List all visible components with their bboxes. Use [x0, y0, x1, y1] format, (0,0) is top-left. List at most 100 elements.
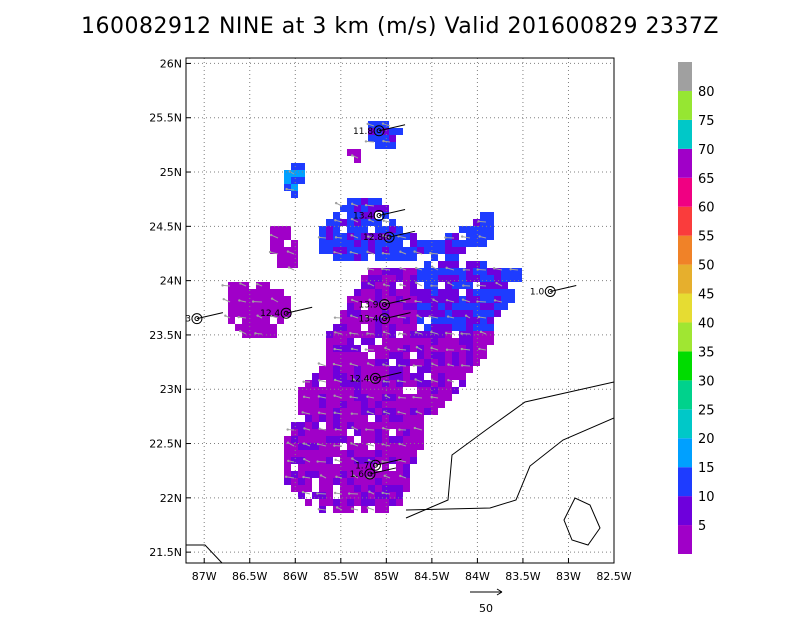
wind-vector-head: [269, 233, 273, 237]
field-cell: [487, 289, 494, 296]
field-cell: [396, 345, 403, 352]
field-cell: [277, 254, 284, 261]
field-cell: [270, 226, 277, 233]
field-cell: [312, 450, 319, 457]
field-cell: [242, 296, 249, 303]
field-cell: [242, 317, 249, 324]
field-cell: [361, 359, 368, 366]
wind-vector: [366, 204, 375, 207]
wind-vector-head: [430, 379, 434, 382]
field-cell: [263, 310, 270, 317]
field-cell: [375, 443, 382, 450]
field-cell: [333, 338, 340, 345]
field-cell: [354, 408, 361, 415]
field-cell: [424, 261, 431, 268]
field-cell: [361, 296, 368, 303]
field-cell: [361, 450, 368, 457]
field-cell: [347, 457, 354, 464]
wind-vector-head: [333, 411, 337, 414]
field-cell: [466, 317, 473, 324]
field-cell: [403, 478, 410, 485]
wind-vector-head: [366, 410, 370, 414]
field-cell: [480, 296, 487, 303]
field-cell: [494, 303, 501, 310]
field-cell: [354, 499, 361, 506]
field-cell: [431, 317, 438, 324]
field-cell: [396, 492, 403, 499]
field-cell: [445, 394, 452, 401]
field-cell: [333, 450, 340, 457]
wind-barb: [378, 124, 406, 132]
wind-vector-head: [509, 268, 512, 271]
field-cell: [284, 184, 291, 191]
field-cell: [340, 345, 347, 352]
field-cell: [501, 303, 508, 310]
field-cell: [473, 338, 480, 345]
field-cell: [375, 205, 382, 212]
wind-vector: [398, 459, 407, 463]
field-cell: [382, 268, 389, 275]
field-cell: [473, 352, 480, 359]
wind-vector-head: [429, 251, 432, 255]
field-cell: [249, 331, 256, 338]
wind-vector-head: [285, 187, 288, 191]
field-cell: [347, 499, 354, 506]
field-cell: [389, 401, 396, 408]
wind-vector-head: [268, 250, 272, 254]
field-cell: [396, 366, 403, 373]
wind-vector: [350, 251, 359, 255]
wind-vector-head: [381, 460, 384, 463]
y-tick-label: 21.5N: [149, 546, 182, 559]
field-cell: [326, 219, 333, 226]
field-cell: [319, 450, 326, 457]
field-cell: [277, 317, 284, 324]
y-tick-label: 23N: [160, 383, 182, 396]
wind-vector-head: [316, 492, 319, 495]
field-cell: [382, 352, 389, 359]
field-cell: [389, 408, 396, 415]
field-cell: [340, 485, 347, 492]
wind-vector-head: [350, 412, 354, 415]
field-cell: [319, 499, 326, 506]
field-cell: [312, 457, 319, 464]
wind-vector-head: [366, 506, 370, 509]
field-cell: [466, 296, 473, 303]
wind-barb: [384, 298, 411, 306]
field-cell: [354, 457, 361, 464]
field-cell: [452, 303, 459, 310]
wind-vector-head: [302, 395, 306, 398]
wind-vector-head: [399, 250, 402, 253]
field-cell: [403, 443, 410, 450]
field-cell: [459, 366, 466, 373]
observation-markers: 11.8 13.4 12.8 3 12.4 13.9 13.4 1.0 12.4 1.71.6: [185, 124, 577, 480]
field-cell: [326, 380, 333, 387]
observation-marker: [364, 468, 376, 480]
field-cell: [382, 478, 389, 485]
field-cell: [417, 415, 424, 422]
field-cell: [305, 471, 312, 478]
field-cell: [368, 310, 375, 317]
field-cell: [284, 450, 291, 457]
wind-barb: [369, 467, 397, 475]
colorbar-swatch: [678, 467, 692, 497]
field-cell: [424, 324, 431, 331]
field-cell: [438, 303, 445, 310]
observation-marker: [373, 125, 385, 137]
field-cell: [403, 359, 410, 366]
wind-vector-head: [414, 378, 417, 381]
field-cell: [291, 457, 298, 464]
field-cell: [347, 352, 354, 359]
field-cell: [368, 240, 375, 247]
wind-vector-head: [445, 266, 448, 270]
field-cell: [333, 254, 340, 261]
field-cell: [382, 135, 389, 142]
field-cell: [375, 345, 382, 352]
wind-vector-head: [352, 378, 355, 381]
field-cell: [354, 366, 361, 373]
field-cell: [319, 464, 326, 471]
field-cell: [445, 310, 452, 317]
wind-vector: [398, 235, 407, 239]
field-cell: [368, 317, 375, 324]
field-cell: [466, 324, 473, 331]
field-cell: [354, 310, 361, 317]
